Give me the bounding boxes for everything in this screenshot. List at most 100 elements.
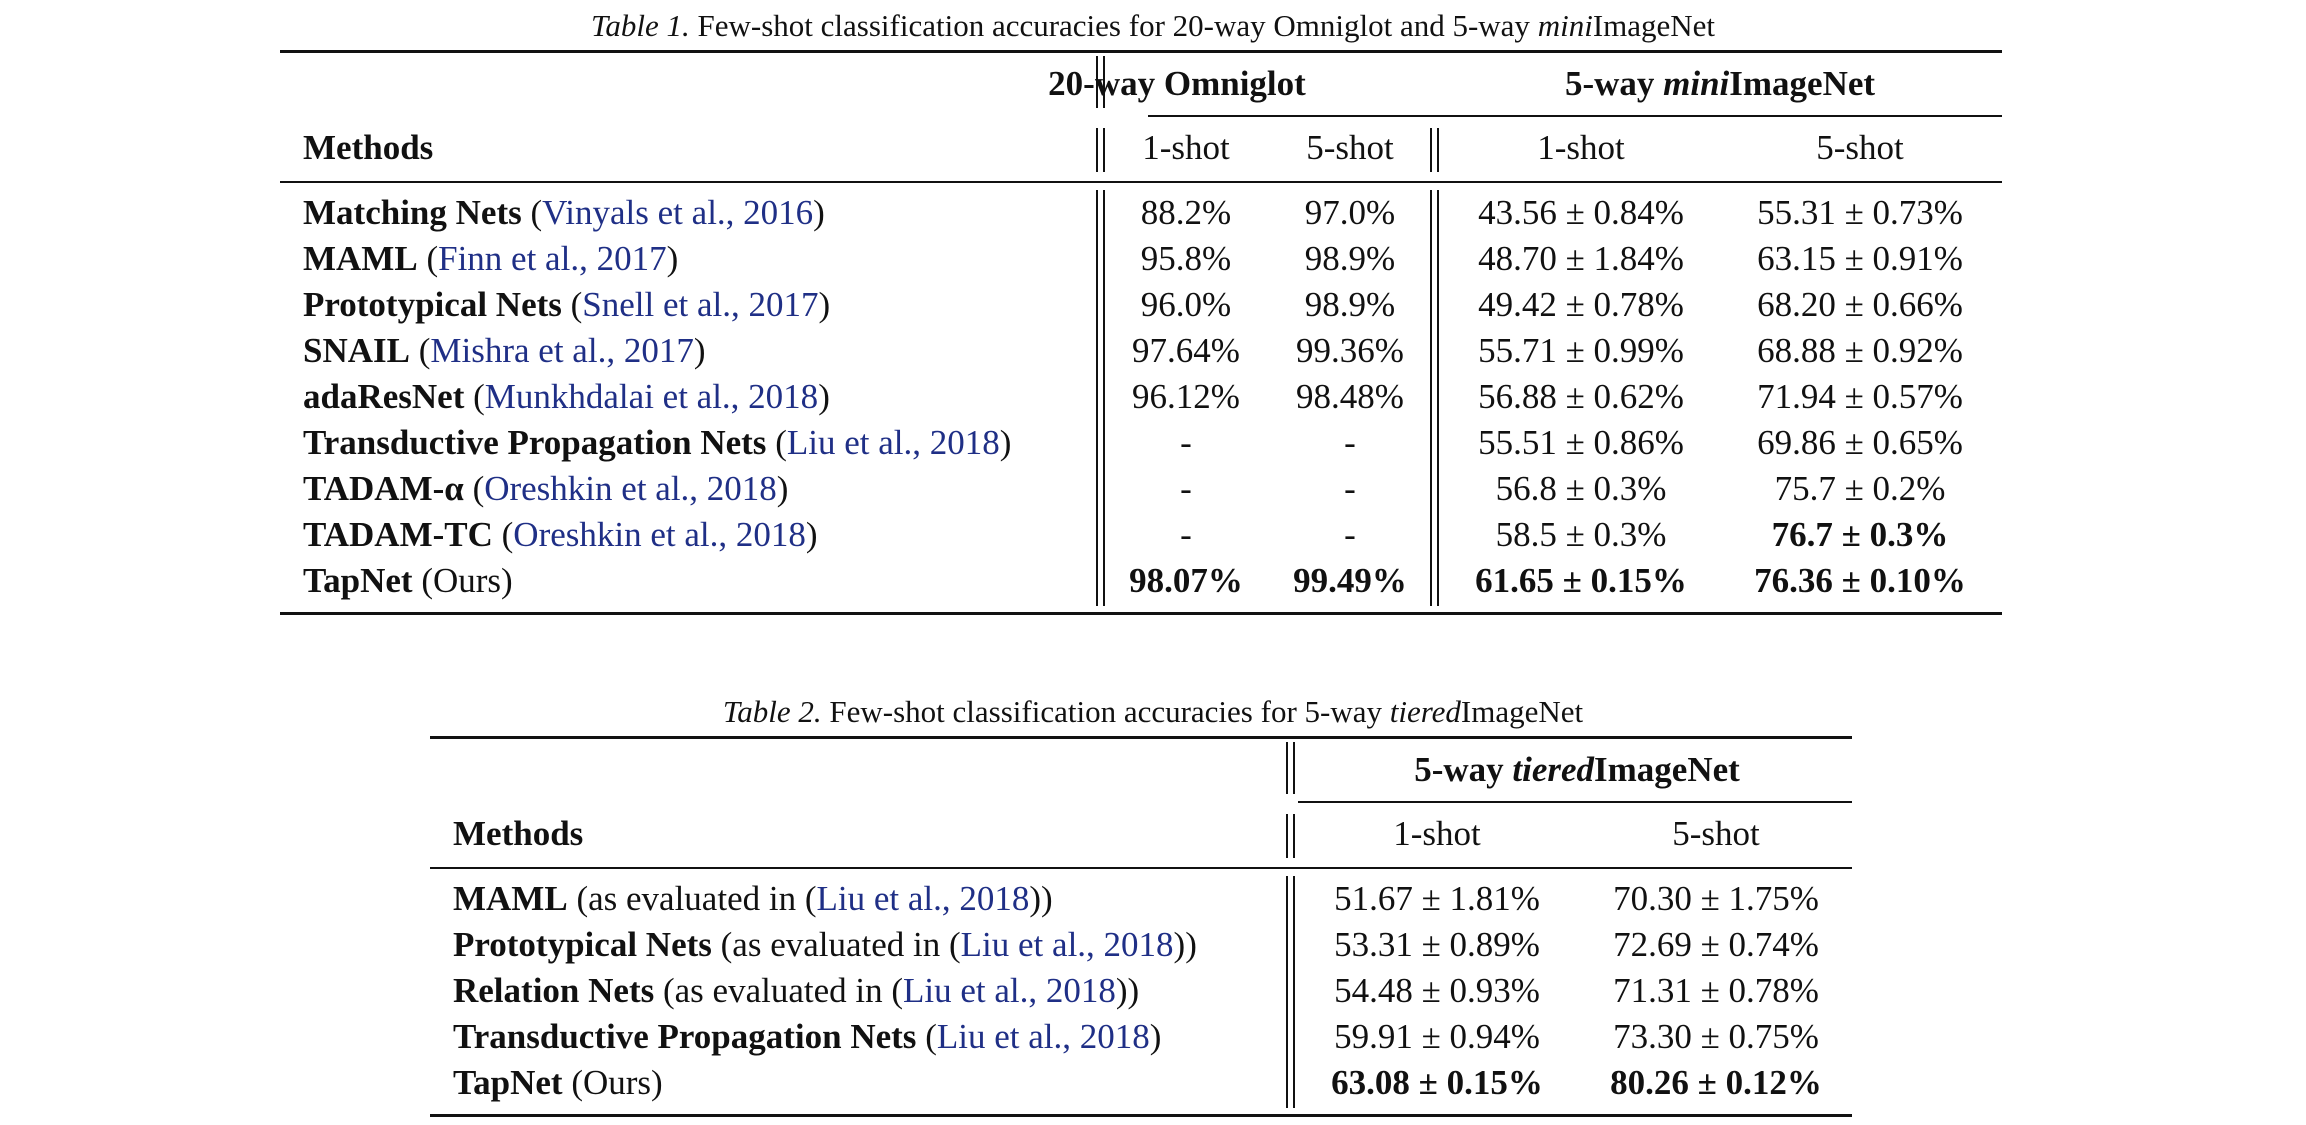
table-cell: 51.67 ± 1.81%	[1334, 879, 1540, 918]
table1-methods-header: Methods	[303, 128, 434, 167]
table-cell: 53.31 ± 0.89%	[1334, 925, 1540, 964]
table1-group-miniimagenet: 5-way miniImageNet	[1564, 64, 1876, 103]
table1-caption: Table 1. Few-shot classification accurac…	[0, 8, 2306, 44]
citation-link[interactable]: Finn et al., 2017	[438, 239, 667, 278]
table-cell: 61.65 ± 0.15%	[1475, 561, 1687, 600]
citation-link[interactable]: Oreshkin et al., 2018	[484, 469, 777, 508]
table1-vrule	[1096, 190, 1098, 606]
table2-caption: Table 2. Few-shot classification accurac…	[0, 694, 2306, 730]
table2-vrule	[1293, 742, 1295, 794]
table-cell: -	[1180, 515, 1192, 554]
table-row: adaResNet (Munkhdalai et al., 2018)	[303, 377, 830, 416]
table-cell: 75.7 ± 0.2%	[1774, 469, 1946, 508]
table2-caption-tail: ImageNet	[1460, 694, 1584, 729]
table1-caption-text: Few-shot classification accuracies for 2…	[697, 8, 1538, 43]
table-cell: 71.94 ± 0.57%	[1757, 377, 1963, 416]
table1-bottom-rule	[280, 612, 2002, 615]
table-row: Prototypical Nets (Snell et al., 2017)	[303, 285, 831, 324]
table-cell: 68.20 ± 0.66%	[1757, 285, 1963, 324]
table-cell: 48.70 ± 1.84%	[1478, 239, 1684, 278]
citation-link[interactable]: Munkhdalai et al., 2018	[484, 377, 819, 416]
table-row: Matching Nets (Vinyals et al., 2016)	[303, 193, 825, 232]
table2-caption-label: Table 2.	[722, 694, 822, 729]
table-cell: 55.71 ± 0.99%	[1478, 331, 1684, 370]
table-cell: 76.36 ± 0.10%	[1754, 561, 1966, 600]
table-cell: -	[1344, 469, 1356, 508]
table-cell: 55.51 ± 0.86%	[1478, 423, 1684, 462]
table2-vrule	[1293, 876, 1295, 1108]
table2-vrule	[1293, 814, 1295, 858]
table-cell: 63.15 ± 0.91%	[1757, 239, 1963, 278]
table-cell: 97.0%	[1304, 193, 1396, 232]
table-cell: 76.7 ± 0.3%	[1771, 515, 1949, 554]
table-cell: 98.48%	[1296, 377, 1404, 416]
table1-vrule	[1437, 128, 1439, 172]
table-cell: 99.49%	[1293, 561, 1407, 600]
table1-vrule	[1430, 190, 1432, 606]
table-cell: 88.2%	[1140, 193, 1232, 232]
table1-vrule	[1096, 56, 1098, 108]
table1-mini-5shot-header: 5-shot	[1816, 128, 1904, 167]
table2-top-rule	[430, 736, 1852, 739]
table1-caption-label: Table 1.	[590, 8, 690, 43]
table1-mini-1shot-header: 1-shot	[1537, 128, 1625, 167]
citation-link[interactable]: Liu et al., 2018	[960, 925, 1174, 964]
table-cell: 70.30 ± 1.75%	[1613, 879, 1819, 918]
citation-link[interactable]: Mishra et al., 2017	[430, 331, 694, 370]
table-row: TADAM-TC (Oreshkin et al., 2018)	[303, 515, 818, 554]
table2-1shot-header: 1-shot	[1393, 814, 1481, 853]
table-cell: 59.91 ± 0.94%	[1334, 1017, 1540, 1056]
table-cell: 73.30 ± 0.75%	[1613, 1017, 1819, 1056]
table1-group-underline	[1148, 115, 2002, 117]
table-cell: 56.8 ± 0.3%	[1495, 469, 1667, 508]
table1-group-omniglot: 20-way Omniglot	[1048, 64, 1306, 103]
citation-link[interactable]: Snell et al., 2017	[582, 285, 819, 324]
table2-vrule	[1286, 742, 1288, 794]
table1-omniglot-5shot-header: 5-shot	[1306, 128, 1394, 167]
table1-caption-tail: ImageNet	[1592, 8, 1716, 43]
table-row: TapNet (Ours)	[303, 561, 513, 600]
table2-caption-text: Few-shot classification accuracies for 5…	[829, 694, 1390, 729]
table-cell: 63.08 ± 0.15%	[1331, 1063, 1543, 1102]
table-row: TADAM-α (Oreshkin et al., 2018)	[303, 469, 789, 508]
table-cell: 49.42 ± 0.78%	[1478, 285, 1684, 324]
table-row: Transductive Propagation Nets (Liu et al…	[303, 423, 1012, 462]
table-cell: 95.8%	[1140, 239, 1232, 278]
citation-link[interactable]: Liu et al., 2018	[786, 423, 1000, 462]
table-cell: 96.0%	[1140, 285, 1232, 324]
citation-link[interactable]: Liu et al., 2018	[816, 879, 1030, 918]
table-row: TapNet (Ours)	[453, 1063, 663, 1102]
table2-bottom-rule	[430, 1114, 1852, 1117]
table-row: Relation Nets (as evaluated in (Liu et a…	[453, 971, 1140, 1010]
table-cell: 54.48 ± 0.93%	[1334, 971, 1540, 1010]
table-cell: 58.5 ± 0.3%	[1495, 515, 1667, 554]
citation-link[interactable]: Vinyals et al., 2016	[542, 193, 814, 232]
table-cell: 98.9%	[1304, 285, 1396, 324]
table-cell: 80.26 ± 0.12%	[1610, 1063, 1822, 1102]
citation-link[interactable]: Liu et al., 2018	[936, 1017, 1150, 1056]
table-cell: 55.31 ± 0.73%	[1757, 193, 1963, 232]
table-cell: 71.31 ± 0.78%	[1613, 971, 1819, 1010]
table1-vrule	[1103, 56, 1105, 108]
citation-link[interactable]: Liu et al., 2018	[903, 971, 1116, 1010]
table2-5shot-header: 5-shot	[1672, 814, 1760, 853]
table-cell: 68.88 ± 0.92%	[1757, 331, 1963, 370]
table-cell: -	[1344, 423, 1356, 462]
table-cell: 56.88 ± 0.62%	[1478, 377, 1684, 416]
table1-vrule	[1430, 128, 1432, 172]
citation-link[interactable]: Oreshkin et al., 2018	[513, 515, 806, 554]
table1-header-rule	[280, 181, 2002, 183]
table1-omniglot-1shot-header: 1-shot	[1142, 128, 1230, 167]
table1-top-rule	[280, 50, 2002, 53]
table1-vrule	[1437, 190, 1439, 606]
table-cell: 97.64%	[1132, 331, 1240, 370]
table2-header-rule	[430, 867, 1852, 869]
table-row: SNAIL (Mishra et al., 2017)	[303, 331, 706, 370]
table-cell: -	[1180, 423, 1192, 462]
table2-vrule	[1286, 814, 1288, 858]
table-cell: 96.12%	[1132, 377, 1240, 416]
table-row: MAML (as evaluated in (Liu et al., 2018)…	[453, 879, 1053, 918]
table1-caption-italic: mini	[1537, 8, 1593, 43]
table-cell: 43.56 ± 0.84%	[1478, 193, 1684, 232]
table-row: Transductive Propagation Nets (Liu et al…	[453, 1017, 1162, 1056]
